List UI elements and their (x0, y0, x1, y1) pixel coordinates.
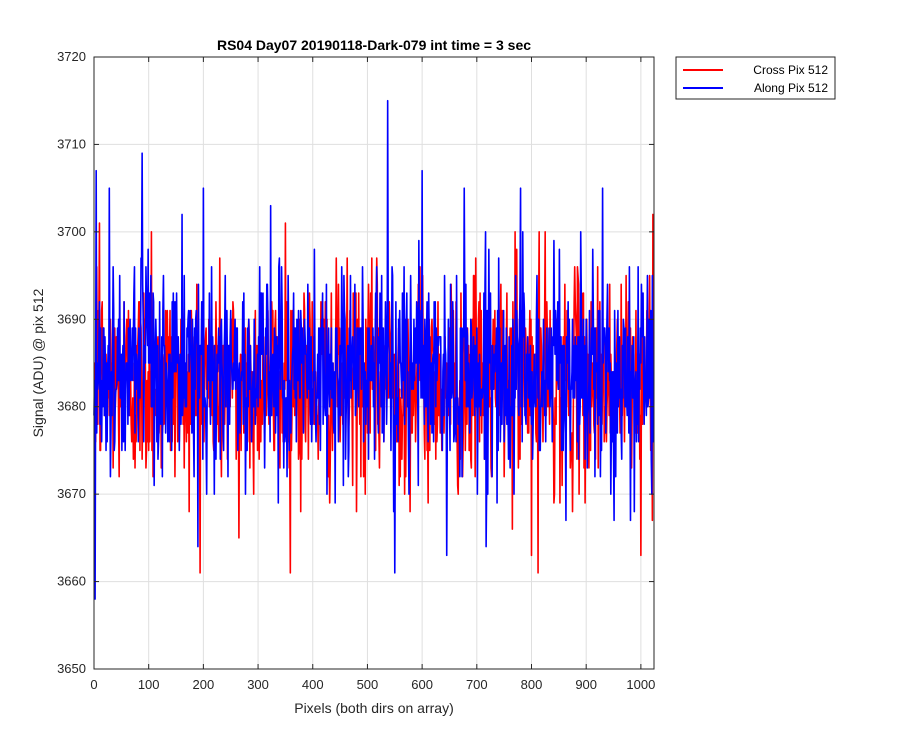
y-tick-label: 3670 (57, 486, 86, 501)
chart-title: RS04 Day07 20190118-Dark-079 int time = … (217, 37, 531, 53)
x-tick-label: 600 (411, 677, 433, 692)
plot-frame (93, 56, 655, 670)
y-tick-label: 3710 (57, 136, 86, 151)
y-tick-label: 3660 (57, 574, 86, 589)
axis-ticks: 0 100 200 300 400 500 600 700 800 900 1000 3650 3660… (57, 49, 655, 692)
legend-box (675, 56, 836, 100)
x-tick-label: 400 (302, 677, 324, 692)
x-tick-label: 100 (138, 677, 160, 692)
legend-label-along: Along Pix 512 (754, 81, 828, 95)
x-tick-label: 300 (247, 677, 269, 692)
x-tick-label: 1000 (626, 677, 655, 692)
x-tick-label: 0 (90, 677, 97, 692)
y-tick-label: 3720 (57, 49, 86, 64)
legend[interactable]: Cross Pix 512 Along Pix 512 (675, 56, 836, 100)
y-tick-label: 3690 (57, 311, 86, 326)
series-line-along-pix-512 (93, 99, 655, 600)
x-tick-label: 500 (357, 677, 379, 692)
y-axis-label: Signal (ADU) @ pix 512 (30, 288, 46, 437)
x-axis-label: Pixels (both dirs on array) (294, 700, 454, 716)
legend-label-cross: Cross Pix 512 (753, 63, 828, 77)
series-layer (93, 99, 655, 600)
y-tick-label: 3700 (57, 224, 86, 239)
x-tick-label: 200 (193, 677, 215, 692)
y-tick-label: 3680 (57, 399, 86, 414)
y-tick-label: 3650 (57, 661, 86, 676)
x-tick-label: 800 (521, 677, 543, 692)
x-tick-label: 900 (575, 677, 597, 692)
x-tick-label: 700 (466, 677, 488, 692)
